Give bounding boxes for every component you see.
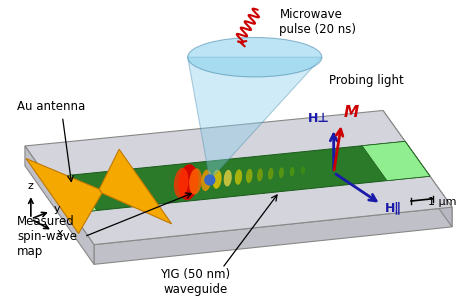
Ellipse shape — [279, 167, 284, 178]
Text: Au antenna: Au antenna — [17, 100, 85, 113]
Polygon shape — [25, 146, 94, 264]
Text: M: M — [344, 105, 359, 120]
Polygon shape — [362, 142, 430, 181]
Text: Microwave
pulse (20 ns): Microwave pulse (20 ns) — [279, 8, 356, 36]
Ellipse shape — [178, 164, 198, 200]
Ellipse shape — [224, 170, 232, 186]
Text: 1 μm: 1 μm — [428, 197, 456, 207]
Ellipse shape — [212, 170, 221, 189]
Ellipse shape — [290, 167, 294, 176]
Ellipse shape — [246, 169, 253, 183]
Polygon shape — [188, 57, 322, 180]
Text: Probing light: Probing light — [329, 74, 403, 87]
Ellipse shape — [201, 170, 211, 191]
Ellipse shape — [188, 38, 322, 77]
Ellipse shape — [189, 168, 202, 195]
Text: H⊥: H⊥ — [308, 112, 330, 125]
Text: x: x — [56, 228, 63, 238]
Ellipse shape — [257, 168, 263, 181]
Ellipse shape — [268, 168, 273, 180]
Ellipse shape — [235, 169, 242, 185]
Polygon shape — [99, 149, 172, 224]
Text: y: y — [54, 204, 60, 214]
Text: H∥: H∥ — [385, 201, 401, 215]
Ellipse shape — [301, 166, 305, 175]
Text: YIG (50 nm)
waveguide: YIG (50 nm) waveguide — [161, 268, 231, 296]
Text: Measured
spin-wave
map: Measured spin-wave map — [17, 215, 77, 258]
Polygon shape — [47, 175, 97, 213]
Polygon shape — [26, 158, 102, 234]
Circle shape — [205, 175, 215, 185]
Ellipse shape — [174, 168, 189, 198]
Polygon shape — [383, 111, 452, 227]
Polygon shape — [47, 142, 430, 213]
Text: z: z — [28, 181, 34, 191]
Polygon shape — [25, 111, 452, 245]
Polygon shape — [94, 207, 452, 264]
